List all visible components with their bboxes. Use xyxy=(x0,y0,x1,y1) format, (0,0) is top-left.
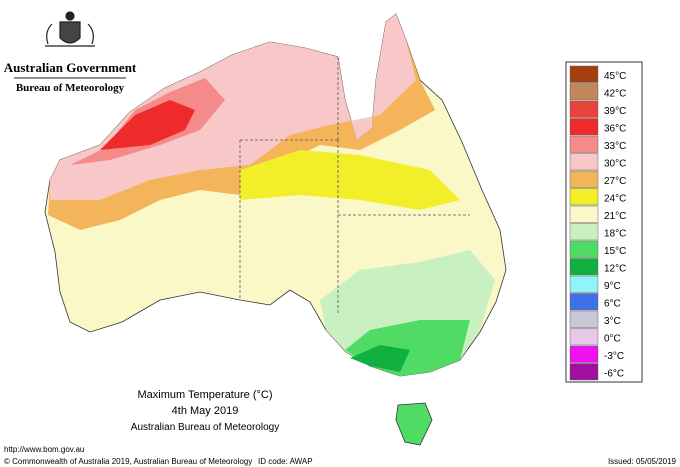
legend-swatch xyxy=(569,188,599,206)
legend-label: 12°C xyxy=(604,263,626,274)
legend-label: 27°C xyxy=(604,176,626,187)
legend-swatch xyxy=(569,345,599,363)
legend-label: 18°C xyxy=(604,228,626,239)
legend-swatch xyxy=(569,240,599,258)
footer-issued: Issued: 05/05/2019 xyxy=(608,457,677,466)
legend-swatch xyxy=(569,135,599,153)
legend-label: 3°C xyxy=(604,316,621,327)
legend-label: 21°C xyxy=(604,211,626,222)
map-title: Maximum Temperature (°C) xyxy=(137,389,272,401)
footer-copyright: © Commonwealth of Australia 2019, Austra… xyxy=(4,457,252,466)
legend-swatch xyxy=(569,153,599,171)
legend-swatch xyxy=(569,65,599,83)
legend-swatch xyxy=(569,363,599,381)
legend-swatch xyxy=(569,170,599,188)
legend-swatch xyxy=(569,100,599,118)
legend-swatch xyxy=(569,83,599,101)
legend-swatch xyxy=(569,258,599,276)
legend: 45°C 42°C 39°C 36°C 33°C 30°C 27°C 24°C 21°C 18°C… xyxy=(569,65,626,381)
legend-label: 6°C xyxy=(604,298,621,309)
legend-label: 45°C xyxy=(604,71,626,82)
legend-label: -3°C xyxy=(604,351,624,362)
australia-map xyxy=(44,13,507,446)
legend-swatch xyxy=(569,275,599,293)
legend-swatch xyxy=(569,205,599,223)
legend-label: 36°C xyxy=(604,123,626,134)
legend-label: 0°C xyxy=(604,333,621,344)
legend-label: 9°C xyxy=(604,281,621,292)
legend-swatch xyxy=(569,118,599,136)
legend-label: 39°C xyxy=(604,106,626,117)
legend-label: 42°C xyxy=(604,88,626,99)
footer-url: http://www.bom.gov.au xyxy=(4,445,84,454)
legend-label: 33°C xyxy=(604,141,626,152)
map-date: 4th May 2019 xyxy=(172,405,239,417)
legend-swatch xyxy=(569,328,599,346)
legend-label: 15°C xyxy=(604,246,626,257)
legend-label: 24°C xyxy=(604,193,626,204)
legend-label: 30°C xyxy=(604,158,626,169)
map-source: Australian Bureau of Meteorology xyxy=(131,422,279,433)
legend-swatch xyxy=(569,293,599,311)
legend-swatch xyxy=(569,223,599,241)
org-subtitle: Bureau of Meteorology xyxy=(16,82,125,94)
legend-label: -6°C xyxy=(604,368,624,379)
legend-swatch xyxy=(569,310,599,328)
crest xyxy=(45,11,95,47)
org-title: Australian Government xyxy=(4,60,137,75)
footer-id: ID code: AWAP xyxy=(258,457,313,466)
